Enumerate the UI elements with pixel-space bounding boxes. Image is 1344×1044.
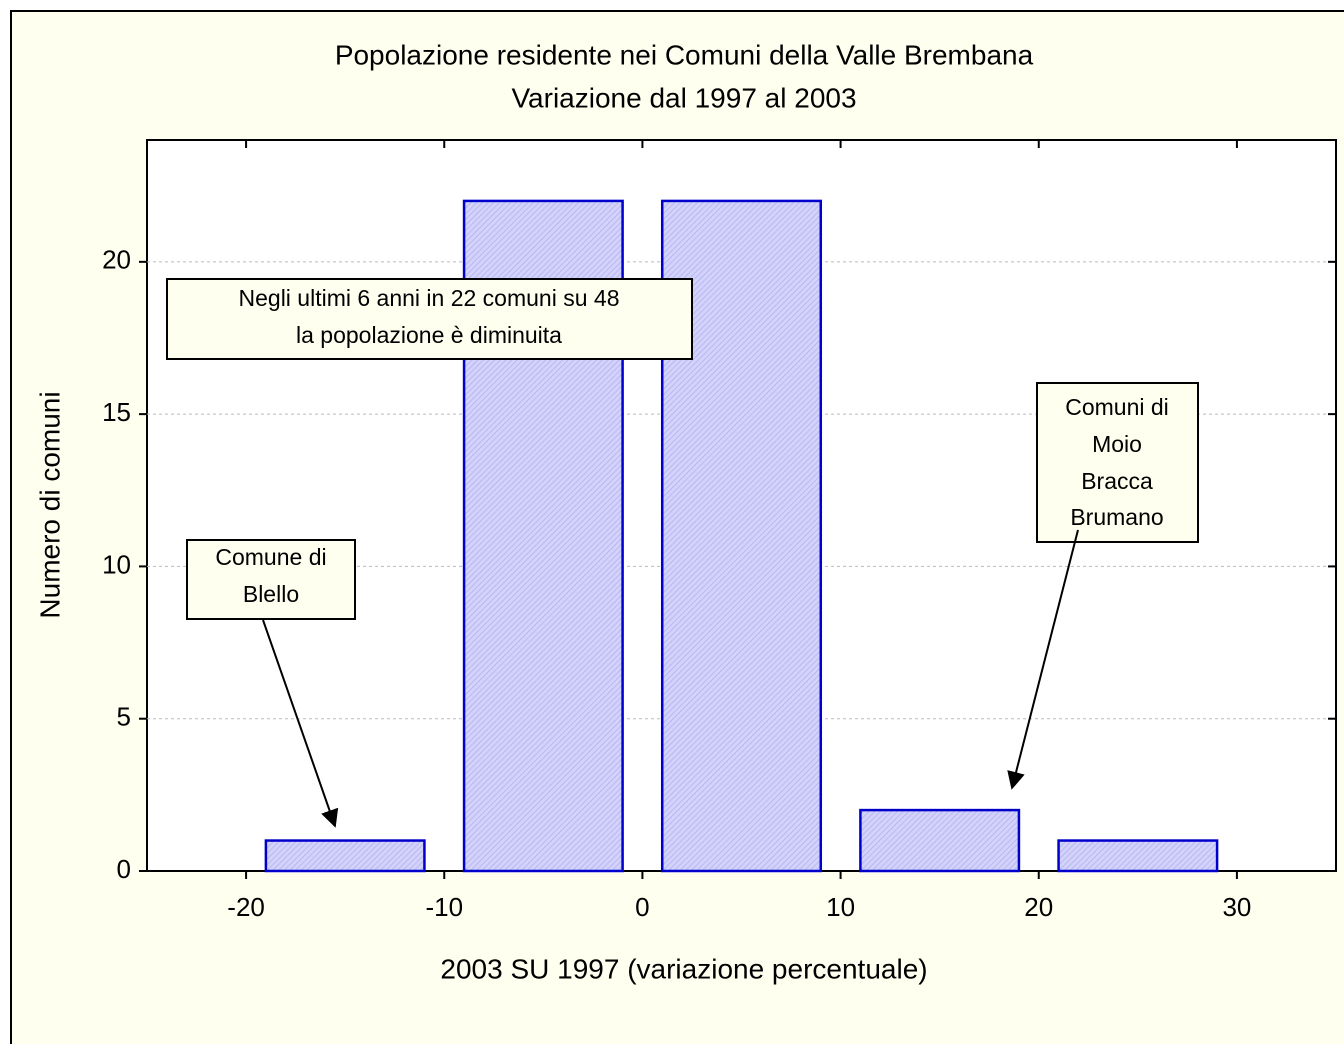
annotation-text: Comuni di [1065, 394, 1169, 420]
annotation-text: Bracca [1081, 468, 1153, 494]
chart-subtitle: Variazione dal 1997 al 2003 [511, 82, 856, 113]
x-tick-label: -10 [425, 892, 463, 922]
annotation-box [166, 278, 693, 360]
x-tick-label: -20 [227, 892, 265, 922]
annotation-arrow [262, 619, 339, 828]
annotation-text: la popolazione è diminuita [296, 322, 562, 348]
y-tick-label: 20 [102, 245, 131, 275]
y-axis-label: Numero di comuni [34, 391, 65, 618]
x-tick-label: 0 [635, 892, 649, 922]
y-tick-label: 0 [117, 854, 131, 884]
x-tick-label: 20 [1024, 892, 1053, 922]
y-tick-label: 15 [102, 397, 131, 427]
y-tick-label: 5 [117, 702, 131, 732]
x-tick-label: 30 [1222, 892, 1251, 922]
annotation-arrow [1007, 529, 1079, 790]
annotation-box [186, 539, 356, 620]
annotation-text: Moio [1092, 431, 1142, 457]
annotation-box [1036, 382, 1199, 543]
annotation-text: Comune di [215, 544, 326, 570]
bar [1057, 839, 1219, 873]
annotation-text: Brumano [1070, 504, 1163, 530]
x-axis-label: 2003 SU 1997 (variazione percentuale) [440, 953, 927, 984]
chart-title: Popolazione residente nei Comuni della V… [335, 39, 1034, 70]
annotation-text: Negli ultimi 6 anni in 22 comuni su 48 [239, 285, 620, 311]
y-tick-label: 10 [102, 549, 131, 579]
bar [859, 808, 1021, 873]
bar [264, 839, 426, 873]
x-tick-label: 10 [826, 892, 855, 922]
annotation-text: Blello [243, 581, 299, 607]
